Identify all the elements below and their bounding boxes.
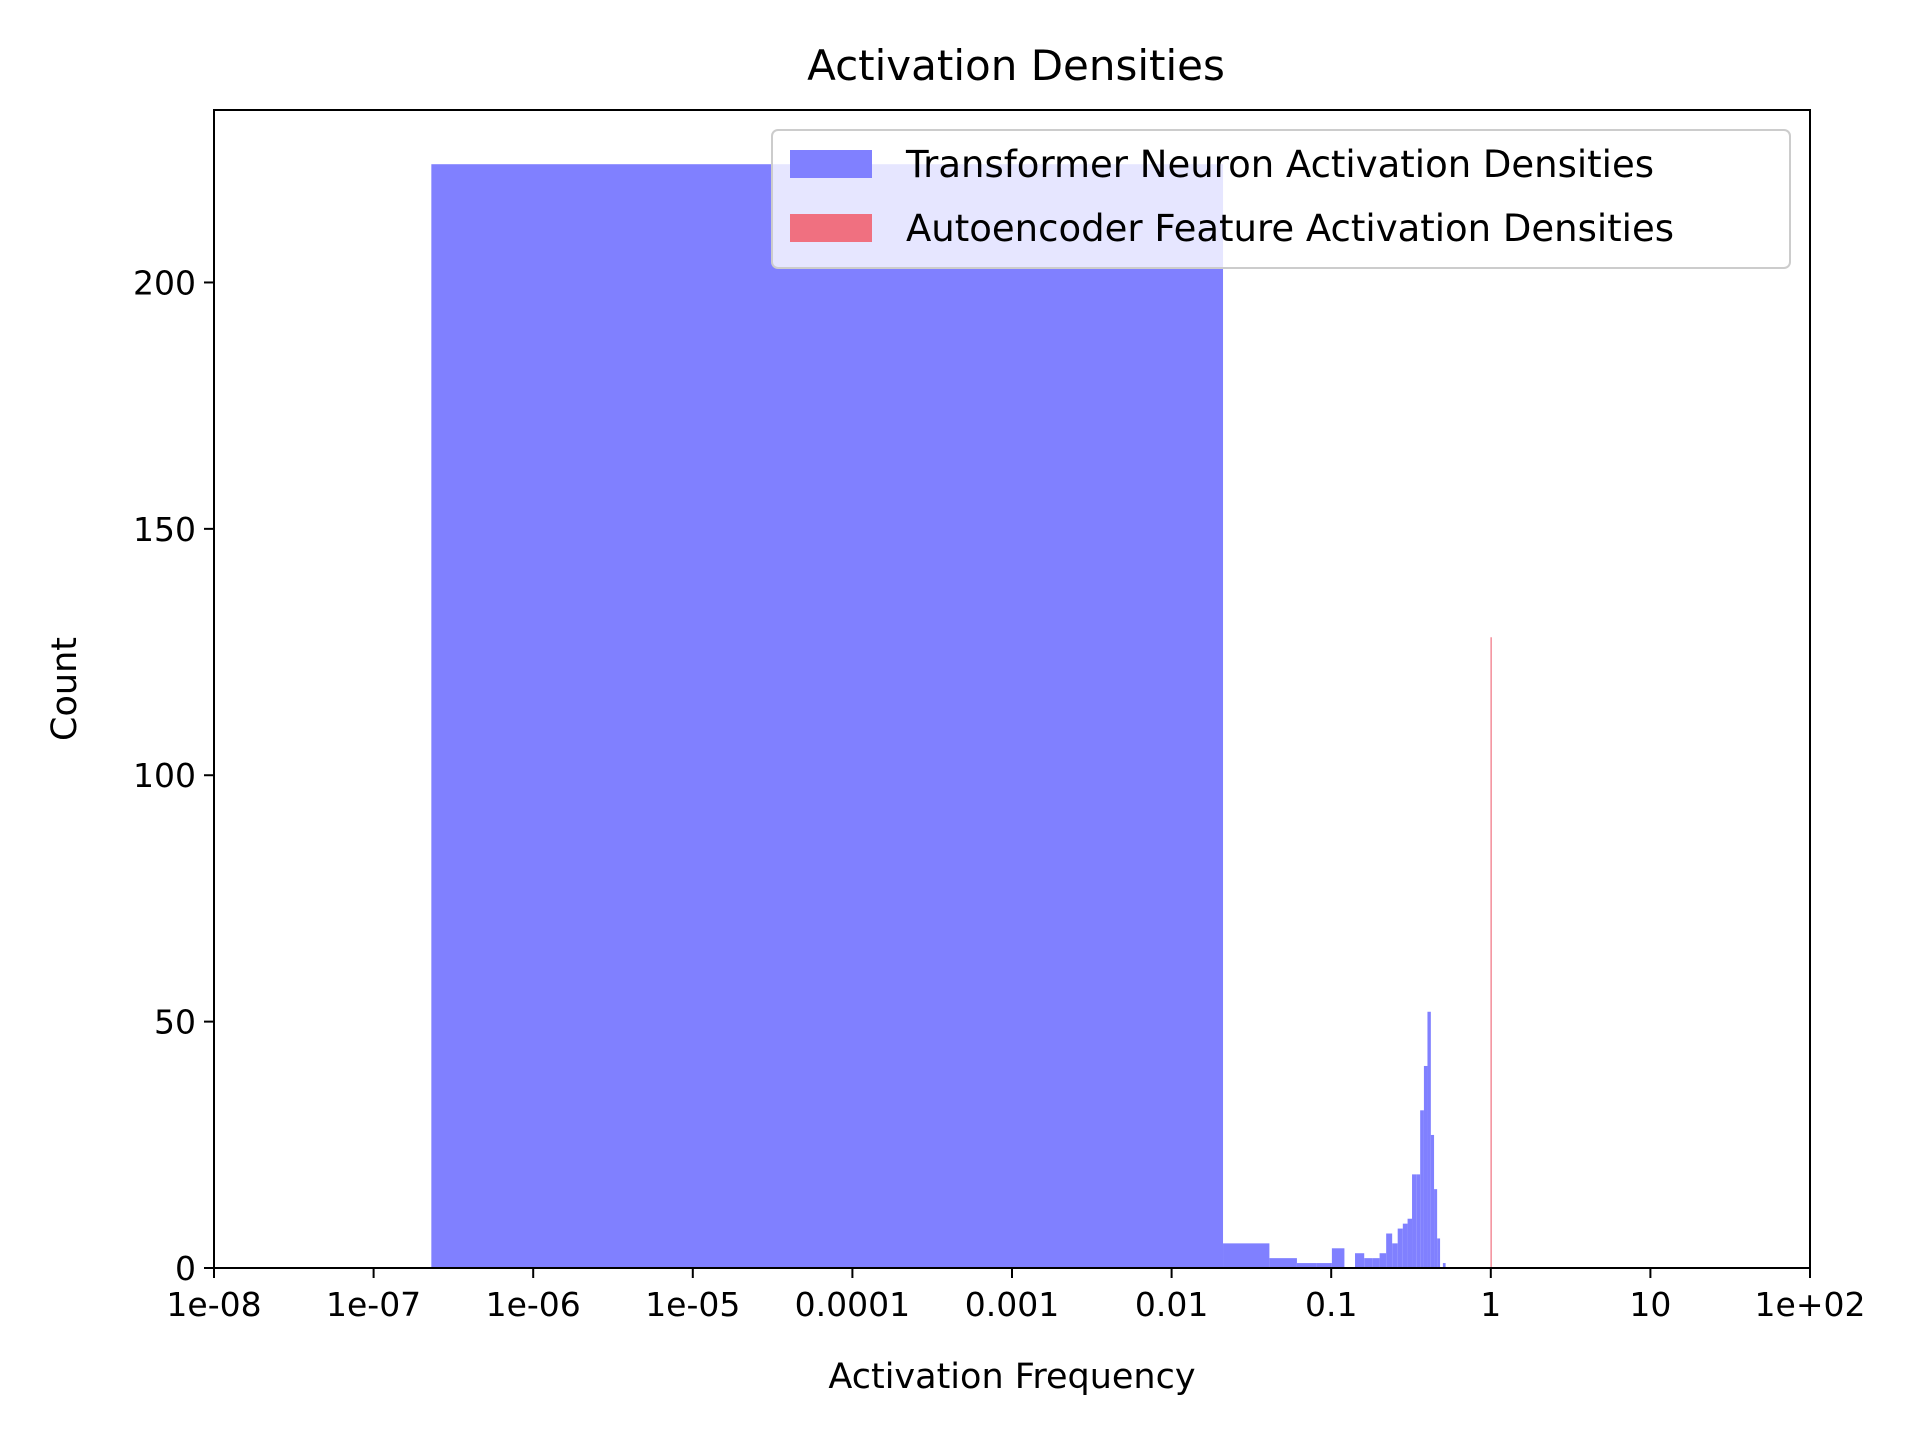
transformer-bar-15: [1407, 1218, 1413, 1268]
y-tick-label-3: 150: [133, 510, 196, 549]
transformer-bar-9: [1372, 1258, 1380, 1268]
histogram-bars: [431, 164, 1492, 1269]
transformer-bar-10: [1379, 1253, 1387, 1268]
x-tick-label-1: 1e-07: [326, 1285, 421, 1324]
x-axis: 1e-08 1e-07 1e-06 1e-05 0.0001 0.001 0.01 0.1 1 1…: [166, 1268, 1865, 1324]
x-tick-label-0: 1e-08: [166, 1285, 261, 1324]
transformer-bar-7: [1355, 1253, 1365, 1268]
transformer-bar-12: [1392, 1243, 1398, 1268]
y-axis-title: Count: [45, 637, 85, 741]
x-tick-label-8: 1: [1480, 1285, 1501, 1324]
x-tick-label-6: 0.01: [1135, 1285, 1208, 1324]
transformer-bar-14: [1402, 1223, 1408, 1268]
legend-swatch-autoencoder: [790, 214, 872, 242]
y-tick-label-1: 50: [154, 1003, 196, 1042]
transformer-bar-4: [1316, 1263, 1332, 1268]
transformer-bar-19: [1423, 1065, 1428, 1268]
legend-label-autoencoder: Autoencoder Feature Activation Densities: [906, 207, 1674, 250]
transformer-bar-18: [1420, 1110, 1424, 1268]
y-tick-label-2: 100: [133, 756, 196, 795]
x-tick-label-4: 0.0001: [795, 1285, 910, 1324]
x-tick-label-7: 0.1: [1305, 1285, 1357, 1324]
transformer-bar-25: [1442, 1263, 1446, 1268]
y-axis: 0 50 100 150 200: [133, 263, 214, 1288]
x-tick-label-2: 1e-06: [486, 1285, 581, 1324]
transformer-bar-3: [1296, 1263, 1317, 1268]
transformer-bar-17: [1416, 1174, 1421, 1268]
transformer-bar-8: [1364, 1258, 1373, 1268]
x-axis-title: Activation Frequency: [828, 1357, 1195, 1397]
legend-box: [771, 129, 1791, 269]
chart-title: Activation Densities: [807, 41, 1225, 90]
y-tick-label-0: 0: [175, 1249, 196, 1288]
transformer-bar-23: [1437, 1238, 1441, 1268]
legend: Transformer Neuron Activation Densities …: [771, 129, 1791, 269]
x-tick-label-9: 10: [1629, 1285, 1671, 1324]
y-tick-label-4: 200: [133, 263, 196, 302]
transformer-bar-0: [431, 164, 1224, 1269]
transformer-bar-1: [1223, 1243, 1270, 1268]
legend-swatch-transformer: [790, 150, 872, 178]
transformer-bar-22: [1434, 1189, 1438, 1268]
transformer-bar-5: [1331, 1248, 1345, 1268]
transformer-bar-13: [1397, 1228, 1403, 1268]
autoencoder-bar-0: [1490, 637, 1492, 1268]
x-tick-label-5: 0.001: [965, 1285, 1059, 1324]
x-tick-label-3: 1e-05: [645, 1285, 740, 1324]
legend-label-transformer: Transformer Neuron Activation Densities: [905, 143, 1654, 186]
transformer-bar-20: [1427, 1011, 1431, 1268]
transformer-bar-2: [1269, 1258, 1297, 1268]
transformer-bar-11: [1386, 1233, 1393, 1268]
x-tick-label-10: 1e+02: [1755, 1285, 1866, 1324]
transformer-bar-16: [1412, 1174, 1417, 1268]
transformer-bar-21: [1430, 1134, 1435, 1268]
